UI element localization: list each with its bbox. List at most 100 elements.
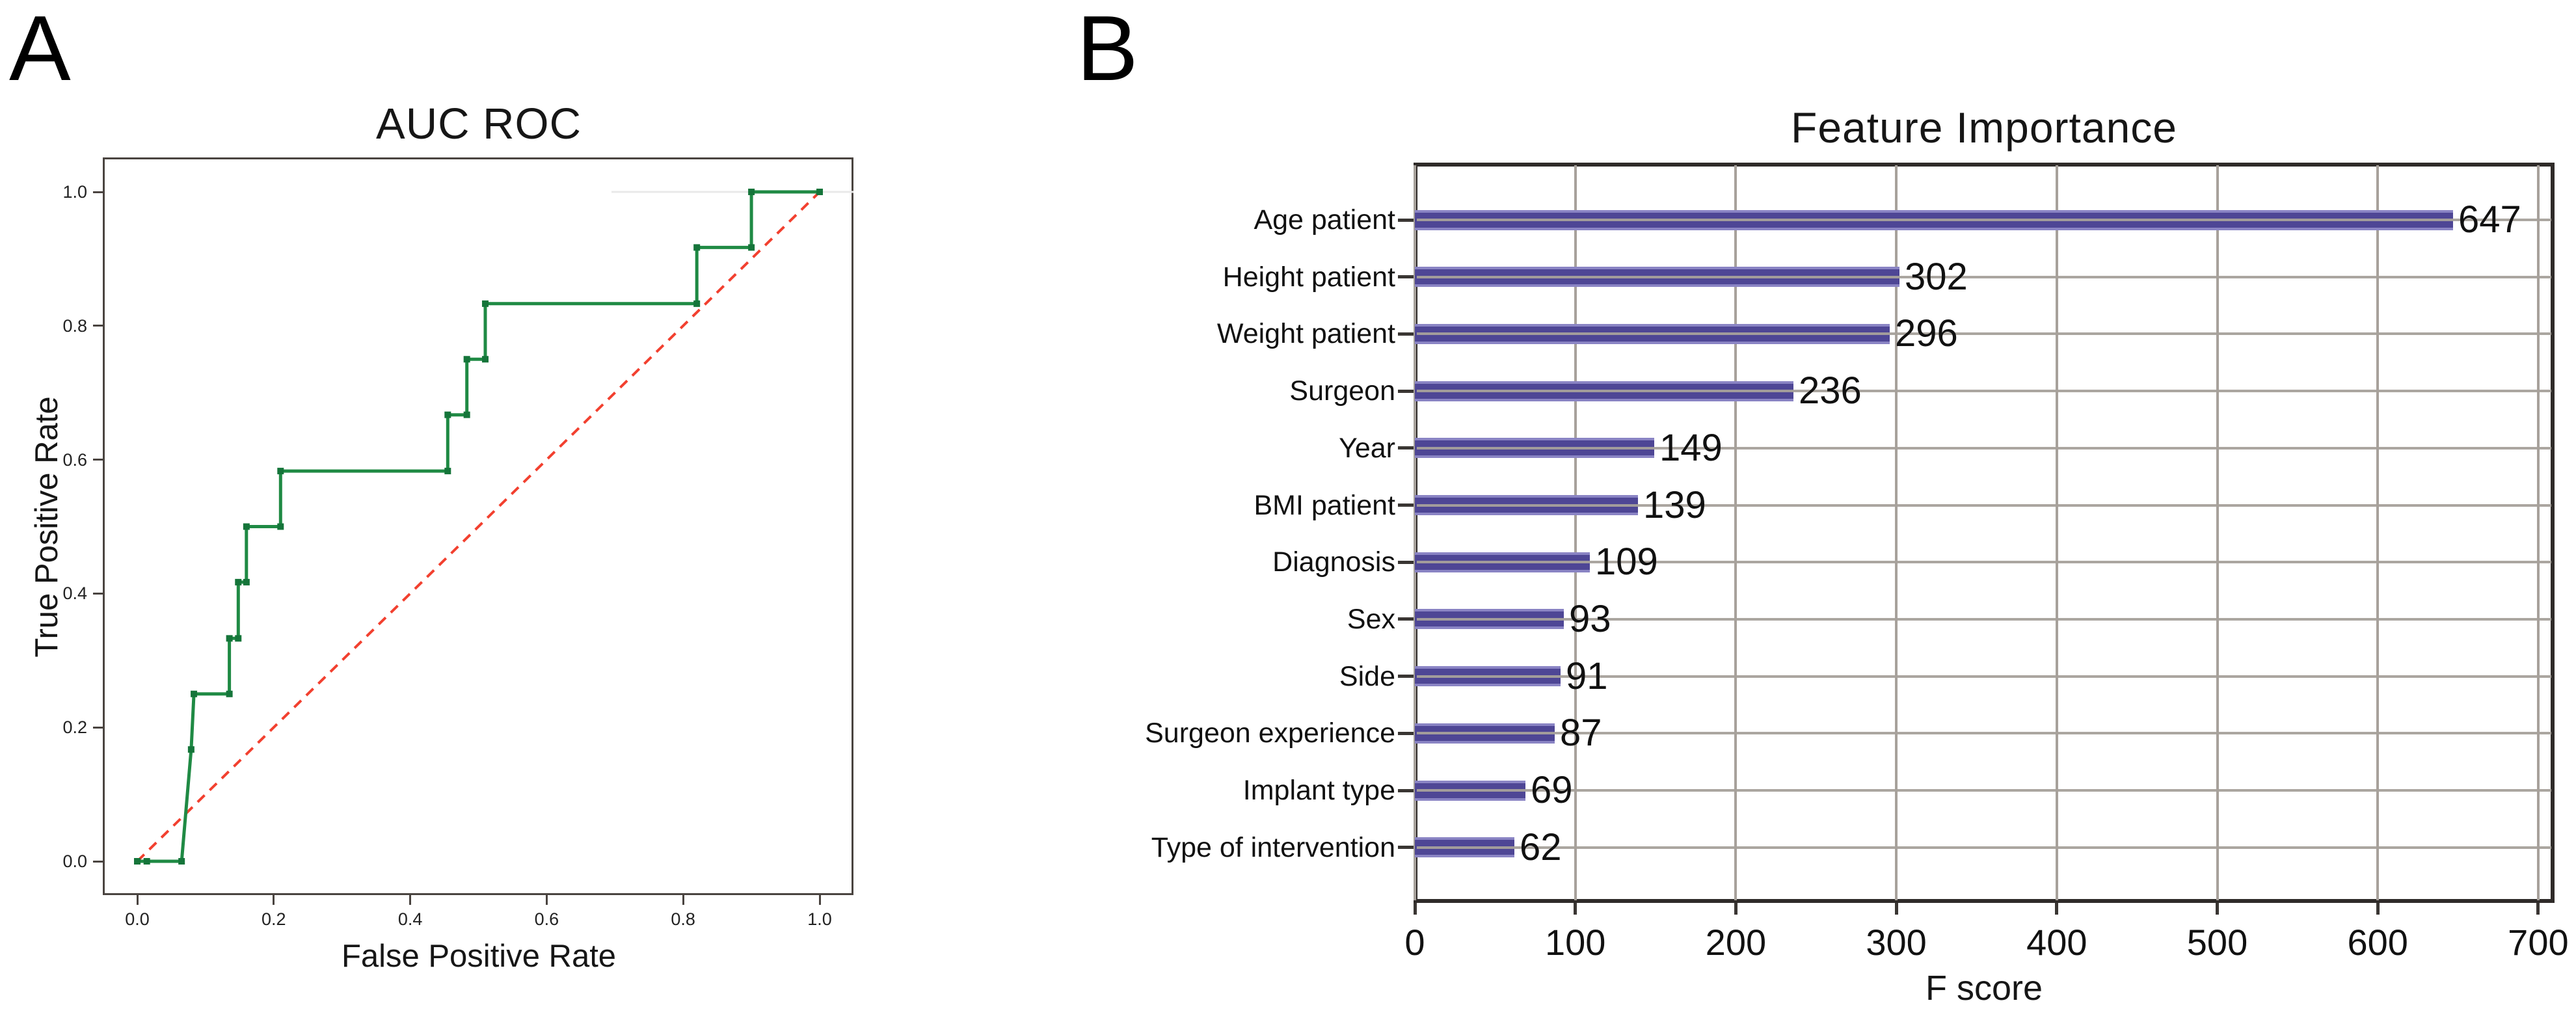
horizontal-gridline xyxy=(1417,332,2551,336)
roc-point-marker xyxy=(134,858,141,865)
roc-point-marker xyxy=(143,858,150,865)
x-tick-mark xyxy=(2055,903,2059,915)
category-tick-mark xyxy=(1398,846,1414,850)
vertical-gridline xyxy=(1574,165,1577,900)
horizontal-gridline xyxy=(1417,275,2551,278)
roc-point-marker xyxy=(693,300,701,307)
importance-chart-title: Feature Importance xyxy=(1791,103,2177,152)
importance-xaxis-label: F score xyxy=(1925,969,2043,1008)
x-tick-mark xyxy=(1413,903,1417,915)
y-tick-label: 0.2 xyxy=(62,718,87,738)
category-label: Type of intervention xyxy=(1151,831,1395,863)
y-tick-mark xyxy=(93,325,103,327)
bar-value-label: 109 xyxy=(1595,541,1658,584)
roc-point-marker xyxy=(277,523,284,530)
x-tick-mark xyxy=(2376,903,2380,915)
category-label: Weight patient xyxy=(1216,318,1395,350)
x-tick-mark xyxy=(2216,903,2219,915)
category-label: Age patient xyxy=(1254,204,1395,235)
horizontal-gridline xyxy=(1417,561,2551,564)
x-tick-label: 0.4 xyxy=(397,909,423,929)
x-tick-label: 700 xyxy=(2508,922,2569,963)
x-tick-mark xyxy=(409,895,412,905)
category-label: Surgeon xyxy=(1289,375,1395,407)
x-tick-mark xyxy=(1894,903,1898,915)
category-tick-mark xyxy=(1398,788,1414,792)
bar-value-label: 149 xyxy=(1659,426,1723,469)
roc-point-marker xyxy=(243,578,250,585)
category-tick-mark xyxy=(1398,275,1414,279)
y-tick-mark xyxy=(93,860,103,863)
x-tick-label: 100 xyxy=(1544,922,1606,963)
x-tick-label: 0 xyxy=(1404,922,1425,963)
category-label: Side xyxy=(1339,660,1395,692)
bar-value-label: 93 xyxy=(1569,597,1611,640)
x-tick-label: 200 xyxy=(1705,922,1767,963)
bar-value-label: 647 xyxy=(2458,198,2521,241)
panel-b-letter: B xyxy=(1077,0,1138,100)
category-label: Surgeon experience xyxy=(1145,718,1395,749)
roc-point-marker xyxy=(235,635,242,642)
horizontal-gridline xyxy=(1417,675,2551,678)
roc-point-marker xyxy=(816,189,823,195)
vertical-gridline xyxy=(1734,165,1737,900)
roc-point-marker xyxy=(481,356,489,363)
y-tick-mark xyxy=(93,459,103,461)
category-tick-mark xyxy=(1398,446,1414,450)
x-tick-label: 600 xyxy=(2347,922,2408,963)
y-tick-label: 0.6 xyxy=(62,450,87,470)
category-label: BMI patient xyxy=(1254,489,1396,521)
x-tick-label: 1.0 xyxy=(807,909,832,929)
category-tick-mark xyxy=(1398,503,1414,507)
horizontal-gridline xyxy=(1417,789,2551,792)
y-tick-mark xyxy=(93,191,103,193)
x-tick-mark xyxy=(1734,903,1737,915)
roc-point-marker xyxy=(243,523,250,530)
x-tick-label: 0.6 xyxy=(534,909,559,929)
category-label: Height patient xyxy=(1222,261,1395,293)
roc-point-marker xyxy=(748,244,755,251)
category-tick-mark xyxy=(1398,617,1414,621)
horizontal-gridline xyxy=(1417,390,2551,393)
vertical-gridline xyxy=(2216,165,2219,900)
x-tick-mark xyxy=(136,895,139,905)
vertical-gridline xyxy=(1895,165,1898,900)
roc-point-marker xyxy=(463,411,470,418)
bar-value-label: 62 xyxy=(1520,825,1562,868)
vertical-gridline xyxy=(2536,165,2540,900)
chance-diagonal-line xyxy=(136,191,821,863)
y-tick-label: 0.0 xyxy=(62,852,87,871)
x-tick-mark xyxy=(682,895,684,905)
roc-point-marker xyxy=(178,858,185,865)
roc-point-marker xyxy=(444,411,451,418)
horizontal-gridline xyxy=(1417,732,2551,735)
category-tick-mark xyxy=(1398,675,1414,678)
roc-chart-title: AUC ROC xyxy=(376,100,582,148)
x-tick-label: 400 xyxy=(2026,922,2087,963)
x-tick-mark xyxy=(818,895,821,905)
category-tick-mark xyxy=(1398,731,1414,735)
y-tick-label: 0.4 xyxy=(62,584,87,604)
roc-point-marker xyxy=(226,690,233,697)
vertical-gridline xyxy=(1414,165,1416,900)
category-tick-mark xyxy=(1398,389,1414,393)
x-tick-mark xyxy=(1574,903,1577,915)
x-tick-label: 0.8 xyxy=(671,909,695,929)
y-tick-label: 1.0 xyxy=(62,182,87,202)
x-tick-mark xyxy=(273,895,275,905)
category-tick-mark xyxy=(1398,560,1414,564)
roc-curve-path xyxy=(137,190,820,863)
bar-value-label: 87 xyxy=(1560,712,1602,755)
bar-value-label: 91 xyxy=(1566,654,1608,697)
y-tick-label: 0.8 xyxy=(62,315,87,336)
horizontal-gridline xyxy=(1417,503,2551,507)
category-label: Year xyxy=(1339,432,1395,464)
x-tick-mark xyxy=(2536,903,2540,915)
roc-point-marker xyxy=(463,356,470,363)
x-tick-mark xyxy=(545,895,548,905)
roc-axes-box xyxy=(103,157,853,895)
x-tick-label: 300 xyxy=(1866,922,1927,963)
horizontal-gridline xyxy=(1417,617,2551,621)
